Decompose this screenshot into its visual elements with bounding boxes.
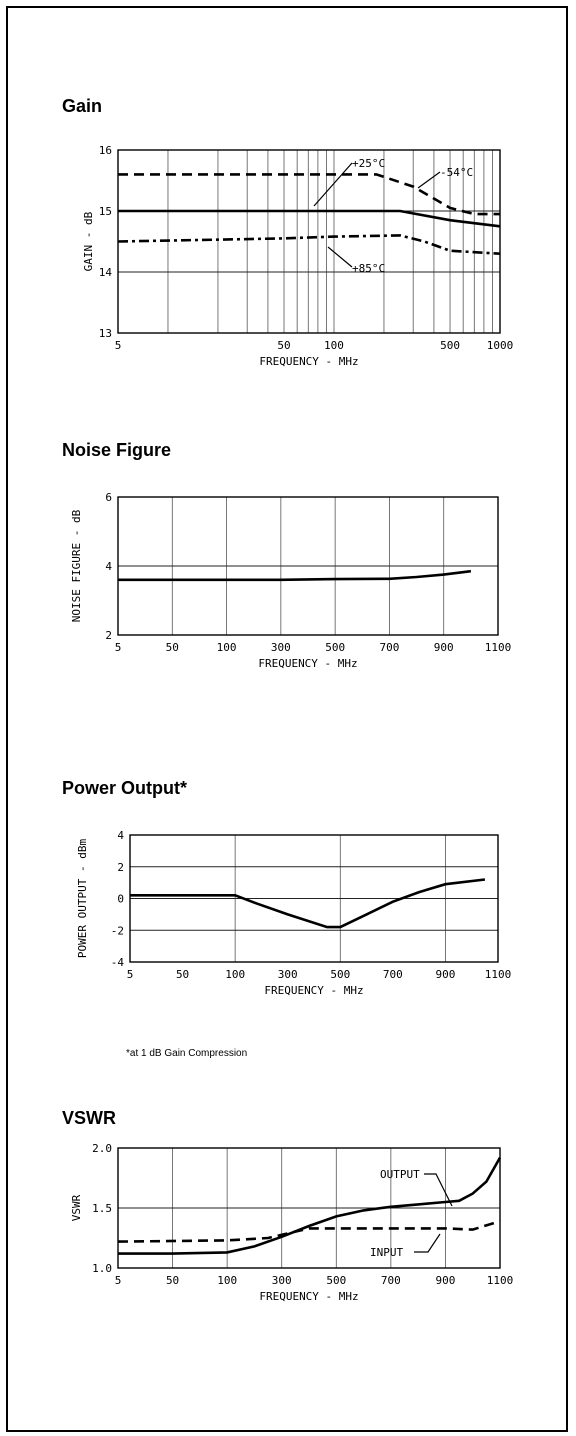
annotation-input: INPUT (370, 1246, 403, 1259)
series-line-1 (118, 1156, 502, 1255)
vswr-title: VSWR (62, 1108, 116, 1128)
vswr-chart: 1.0 1.5 2.0 5 50 100 300 500 700 900 1100 FREQUENCY… (70, 1142, 514, 1303)
x-tick-label: 700 (379, 641, 399, 654)
x-tick-label: 50 (277, 339, 290, 352)
x-tick-label: 100 (225, 968, 245, 981)
y-tick-label: -2 (111, 924, 124, 937)
x-tick-label: 100 (324, 339, 344, 352)
y-tick-label: -4 (111, 956, 125, 969)
power-output-footnote: *at 1 dB Gain Compression (126, 1048, 248, 1059)
series-line-1 (130, 878, 486, 929)
y-tick-label: 2 (117, 861, 124, 874)
y-tick-label: 16 (99, 144, 112, 157)
plot-frame (117, 1147, 501, 1269)
annotation-25c-leader (313, 162, 353, 207)
x-axis-label: FREQUENCY - MHz (258, 657, 357, 670)
x-tick-label: 500 (330, 968, 350, 981)
y-tick-label: 4 (117, 829, 124, 842)
y-axis-label: POWER OUTPUT - dBm (76, 839, 89, 959)
power-output-chart: -4 -2 0 2 4 5 50 100 300 500 700 900 1100 FREQUENCY -… (76, 829, 512, 997)
y-tick-label: 0 (117, 893, 124, 906)
y-tick-label: 4 (105, 560, 112, 573)
x-tick-label: 500 (440, 339, 460, 352)
series-line-2 (117, 1219, 501, 1243)
y-tick-label: 1.0 (92, 1262, 112, 1275)
x-tick-label: 1100 (485, 968, 512, 981)
annotation-85c: +85°C (352, 262, 385, 275)
x-tick-label: 100 (217, 1274, 237, 1287)
y-tick-label: 2 (105, 629, 112, 642)
y-tick-label: 2.0 (92, 1142, 112, 1155)
x-axis-label: FREQUENCY - MHz (259, 355, 358, 368)
x-tick-label: 900 (434, 641, 454, 654)
x-axis-label: FREQUENCY - MHz (259, 1290, 358, 1303)
annotation-minus54c: -54°C (440, 166, 473, 179)
x-tick-label: 1100 (487, 1274, 514, 1287)
annotation-85c-leader (327, 246, 353, 268)
series-line-2 (118, 209, 501, 228)
plot-frame (129, 834, 499, 963)
x-tick-label: 300 (272, 1274, 292, 1287)
y-tick-label: 14 (99, 266, 113, 279)
series-line-1 (118, 173, 500, 216)
x-tick-label: 900 (435, 1274, 455, 1287)
y-tick-label: 1.5 (92, 1202, 112, 1215)
y-axis-label: GAIN - dB (82, 211, 95, 271)
annotation-input-leader (414, 1233, 441, 1253)
plot-frame (117, 496, 499, 636)
x-tick-label: 900 (435, 968, 455, 981)
x-tick-label: 50 (166, 641, 179, 654)
annotation-minus54c-leader (417, 171, 441, 189)
x-tick-label: 1100 (485, 641, 512, 654)
x-tick-label: 50 (176, 968, 189, 981)
x-axis-label: FREQUENCY - MHz (264, 984, 363, 997)
series-line-3 (117, 234, 501, 255)
noise-figure-title: Noise Figure (62, 440, 172, 460)
x-tick-label: 700 (383, 968, 403, 981)
y-tick-label: 6 (105, 491, 112, 504)
x-tick-label: 5 (115, 1274, 122, 1287)
power-output-title: Power Output* (62, 778, 187, 798)
x-tick-label: 5 (115, 339, 122, 352)
noise-figure-chart: 2 4 6 5 50 100 300 500 700 900 1100 FREQUENCY - MHz… (70, 491, 512, 670)
x-tick-label: 50 (166, 1274, 179, 1287)
x-tick-label: 300 (271, 641, 291, 654)
y-axis-label: VSWR (70, 1194, 83, 1221)
y-axis-label: NOISE FIGURE - dB (70, 509, 83, 622)
x-tick-label: 500 (325, 641, 345, 654)
x-tick-label: 5 (115, 641, 122, 654)
x-tick-label: 300 (278, 968, 298, 981)
page-frame (6, 6, 568, 1432)
annotation-25c: +25°C (352, 157, 385, 170)
gain-title: Gain (62, 96, 103, 116)
x-tick-label: 5 (127, 968, 134, 981)
gain-chart: 13 14 15 16 5 50 100 500 1000 FREQUENCY - MHz GAIN… (82, 144, 514, 368)
x-tick-label: 100 (217, 641, 237, 654)
y-tick-label: 13 (99, 327, 112, 340)
x-tick-label: 700 (381, 1274, 401, 1287)
y-tick-label: 15 (99, 205, 112, 218)
x-tick-label: 1000 (487, 339, 514, 352)
series-line-1 (118, 569, 472, 582)
x-tick-label: 500 (326, 1274, 346, 1287)
annotation-output: OUTPUT (380, 1168, 420, 1181)
annotation-output-leader (424, 1173, 453, 1207)
